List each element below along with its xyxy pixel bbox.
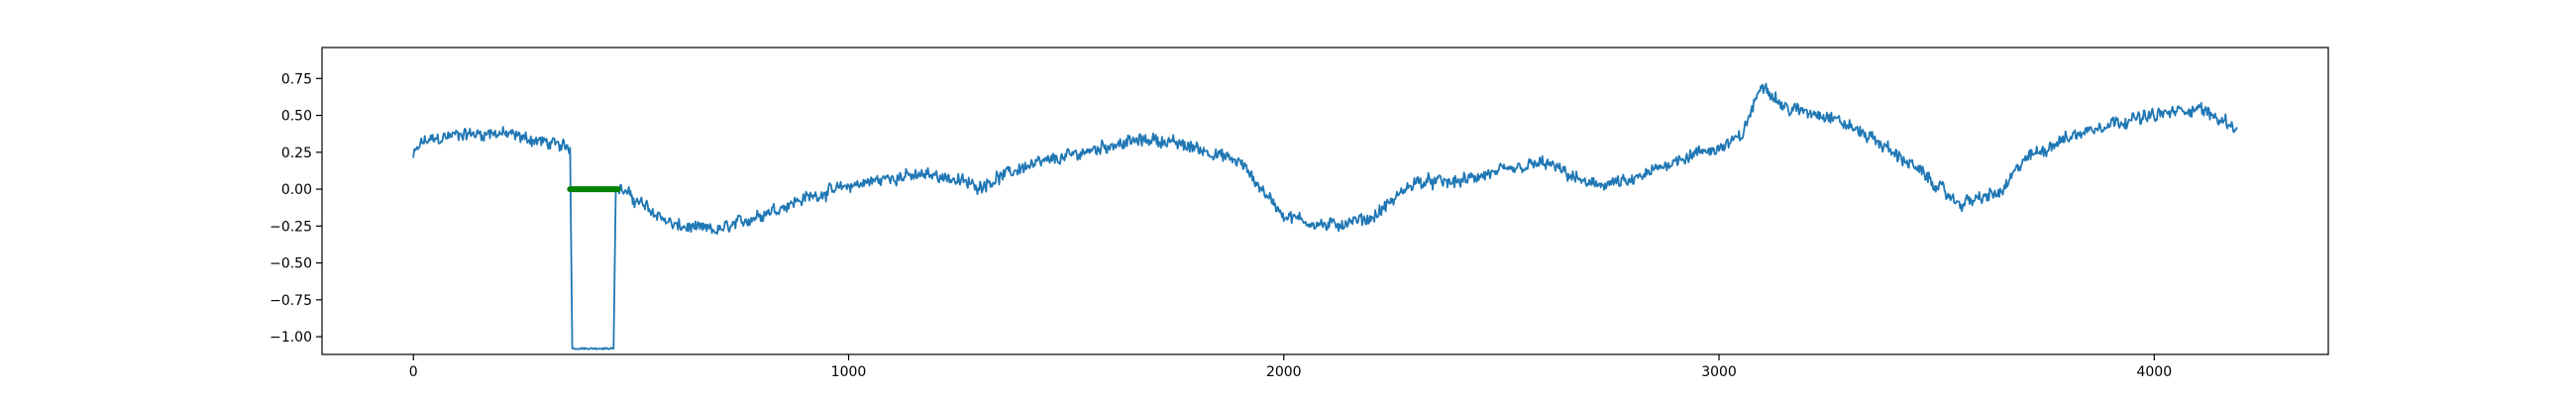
y-tick-label: −1.00 xyxy=(269,330,312,346)
x-tick-label: 4000 xyxy=(2136,364,2172,380)
y-tick-label: −0.50 xyxy=(269,256,312,272)
y-tick-label: 0.50 xyxy=(281,109,312,125)
y-tick-label: −0.25 xyxy=(269,219,312,235)
x-tick-label: 3000 xyxy=(1701,364,1737,380)
y-tick-label: 0.75 xyxy=(281,71,312,87)
x-tick-label: 1000 xyxy=(831,364,867,380)
axes: 0 1000 2000 3000 4000 0.75 0.50 0.25 0.00 −0.25 −0… xyxy=(269,47,2329,380)
series-line-0 xyxy=(412,82,2238,350)
y-tick-label: 0.00 xyxy=(281,182,312,198)
x-tick-label: 0 xyxy=(409,364,418,380)
axes-frame xyxy=(321,47,2329,355)
x-tick-label: 2000 xyxy=(1266,364,1302,380)
y-tick-label: −0.75 xyxy=(269,293,312,309)
plot-area xyxy=(412,82,2238,350)
y-tick-label: 0.25 xyxy=(281,146,312,161)
